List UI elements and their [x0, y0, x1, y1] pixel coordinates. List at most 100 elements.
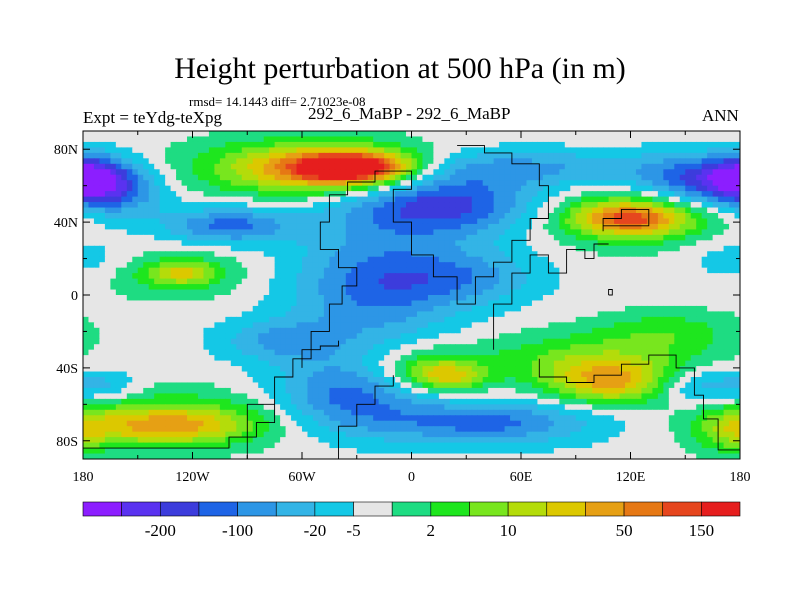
heat-cell: [449, 349, 456, 356]
heat-cell: [115, 169, 122, 176]
heat-cell: [586, 344, 593, 351]
heat-cell: [126, 141, 133, 148]
heat-cell: [614, 289, 621, 296]
heat-cell: [581, 245, 588, 252]
heat-cell: [499, 234, 506, 241]
heat-cell: [690, 267, 697, 274]
heat-cell: [323, 213, 330, 220]
heat-cell: [373, 213, 380, 220]
heat-cell: [312, 344, 320, 351]
heat-cell: [701, 349, 708, 356]
heat-cell: [247, 218, 254, 225]
heat-cell: [460, 147, 467, 154]
heat-cell: [597, 305, 604, 312]
heat-cell: [608, 180, 615, 187]
heat-cell: [521, 223, 528, 230]
heat-cell: [110, 218, 117, 225]
heat-cell: [225, 207, 232, 214]
heat-cell: [635, 327, 643, 334]
heat-cell: [471, 262, 478, 269]
heat-cell: [285, 245, 292, 252]
heat-cell: [236, 300, 243, 307]
heat-cell: [493, 141, 500, 148]
heat-cell: [674, 185, 681, 192]
heat-cell: [712, 273, 719, 280]
heat-cell: [208, 174, 215, 181]
heat-cell: [493, 251, 500, 258]
heat-cell: [225, 256, 232, 263]
heat-cell: [690, 349, 697, 356]
heat-cell: [351, 300, 358, 307]
heat-cell: [564, 305, 571, 312]
heat-cell: [504, 295, 511, 302]
heat-cell: [137, 267, 144, 274]
heat-cell: [652, 267, 659, 274]
heat-cell: [630, 141, 637, 148]
heat-cell: [99, 174, 106, 181]
heat-cell: [329, 256, 336, 263]
heat-cell: [192, 169, 199, 176]
heat-cell: [165, 202, 172, 209]
heat-cell: [427, 273, 434, 280]
heat-cell: [137, 262, 144, 269]
heat-cell: [482, 338, 489, 345]
heat-cell: [296, 355, 303, 362]
heat-cell: [159, 152, 166, 159]
heat-cell: [252, 289, 259, 296]
heat-cell: [592, 273, 599, 280]
heat-cell: [635, 147, 643, 154]
heat-cell: [334, 229, 341, 236]
heat-cell: [143, 262, 150, 269]
heat-cell: [729, 327, 736, 334]
heat-cell: [181, 152, 188, 159]
heat-cell: [701, 213, 708, 220]
heat-cell: [685, 191, 692, 198]
heat-cell: [104, 333, 111, 340]
heat-cell: [712, 300, 719, 307]
heat-cell: [296, 185, 303, 192]
heat-cell: [641, 131, 648, 138]
heat-cell: [384, 295, 391, 302]
heat-cell: [679, 152, 686, 159]
heat-cell: [444, 185, 451, 192]
heat-cell: [482, 300, 489, 307]
heat-cell: [148, 213, 155, 220]
heat-cell: [197, 131, 205, 138]
heat-cell: [176, 344, 183, 351]
heat-cell: [378, 338, 385, 345]
heat-cell: [269, 355, 276, 362]
heat-cell: [564, 147, 571, 154]
heat-cell: [225, 131, 232, 138]
heat-cell: [625, 344, 632, 351]
heat-cell: [581, 251, 588, 258]
heat-cell: [214, 273, 221, 280]
heat-cell: [499, 185, 506, 192]
heat-cell: [395, 240, 402, 247]
heat-cell: [564, 223, 571, 230]
heat-cell: [121, 163, 128, 170]
heat-cell: [389, 295, 396, 302]
heat-cell: [416, 245, 424, 252]
heat-cell: [329, 262, 336, 269]
heat-cell: [99, 355, 106, 362]
heat-cell: [646, 316, 653, 323]
heat-cell: [723, 158, 730, 165]
heat-cell: [564, 316, 571, 323]
heat-cell: [499, 180, 506, 187]
heat-cell: [219, 240, 226, 247]
heat-cell: [373, 278, 380, 285]
heat-cell: [603, 300, 610, 307]
heat-cell: [170, 251, 177, 258]
heat-cell: [646, 131, 653, 138]
heat-cell: [630, 273, 637, 280]
heat-cell: [378, 349, 385, 356]
heat-cell: [679, 344, 686, 351]
heat-cell: [187, 185, 194, 192]
heat-cell: [729, 349, 736, 356]
heat-cell: [460, 278, 467, 285]
heat-cell: [263, 316, 270, 323]
heat-cell: [526, 267, 533, 274]
heat-cell: [729, 196, 736, 203]
heat-cell: [603, 158, 610, 165]
heat-cell: [208, 300, 215, 307]
